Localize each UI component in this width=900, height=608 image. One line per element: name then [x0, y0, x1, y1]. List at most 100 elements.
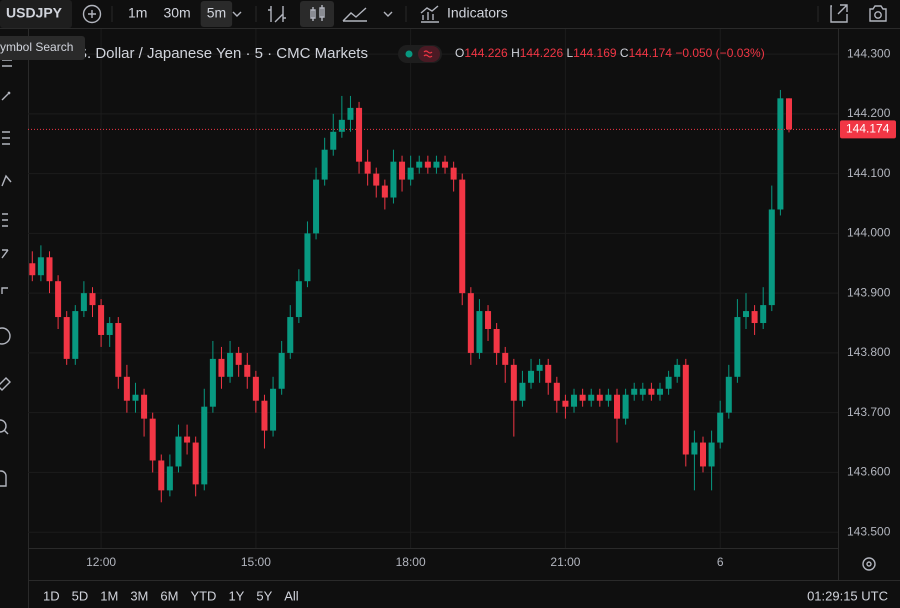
candle-body: [356, 107, 363, 162]
range-button[interactable]: 1M: [100, 588, 118, 603]
indicators-icon[interactable]: [420, 5, 439, 23]
candle-body: [287, 317, 294, 353]
interval-dropdown[interactable]: [232, 11, 242, 17]
interval-button[interactable]: 30m: [163, 5, 190, 21]
candle-body: [416, 161, 423, 168]
candle-body: [89, 293, 96, 306]
candle-body: [55, 281, 62, 318]
interval-button[interactable]: 5m: [207, 5, 226, 21]
y-tick-label: 143.500: [847, 524, 891, 538]
settings-icon[interactable]: [862, 557, 876, 571]
candle-body: [760, 305, 767, 324]
candle-body: [252, 376, 259, 401]
range-button[interactable]: 1D: [43, 588, 60, 603]
chart-type-dropdown[interactable]: [383, 11, 393, 17]
delay-icon: [423, 50, 433, 58]
range-group: 1D 5D 1M 3M 6M YTD 1Y 5Y All: [43, 588, 299, 603]
candle-body: [192, 442, 199, 485]
candle-body: [149, 418, 156, 461]
ohlc-value: 144.169: [573, 46, 617, 60]
candle-body: [751, 311, 758, 324]
last-price-label: 144.174: [846, 122, 890, 136]
y-tick-label: 144.200: [847, 106, 891, 120]
candle-body: [313, 179, 320, 234]
symbol-button[interactable]: [0, 0, 72, 28]
y-tick-label: 143.800: [847, 345, 891, 359]
clock: 01:29:15 UTC: [807, 588, 888, 603]
candle-body: [734, 317, 741, 377]
candle-body: [622, 394, 629, 419]
candle-body: [682, 364, 689, 455]
interval-button[interactable]: 1m: [128, 5, 147, 21]
candle-body: [596, 394, 603, 401]
candle-body: [166, 466, 173, 491]
y-tick-label: 144.000: [847, 226, 891, 240]
candle-body: [656, 388, 664, 395]
candle-body: [510, 364, 517, 401]
candle-body: [768, 209, 775, 306]
candle-body: [72, 311, 79, 359]
ohlc-label: L: [566, 46, 573, 60]
x-tick-label: 18:00: [396, 555, 426, 569]
candle-body: [184, 436, 191, 443]
bars-icon[interactable]: [268, 6, 286, 23]
candle-body: [295, 281, 302, 318]
candle-body: [321, 149, 328, 180]
indicators-button[interactable]: Indicators: [447, 5, 508, 21]
y-tick-label: 144.300: [847, 46, 891, 60]
candle-body: [725, 376, 732, 413]
add-symbol-icon[interactable]: [82, 4, 102, 24]
drawing-tools[interactable]: [0, 59, 12, 487]
candle-body: [459, 179, 466, 294]
y-tick-label: 143.900: [847, 285, 891, 299]
candle-body: [717, 412, 724, 443]
range-button[interactable]: 6M: [160, 588, 178, 603]
candle-body: [674, 364, 681, 377]
candle-body: [485, 311, 492, 330]
candle-body: [381, 185, 388, 198]
candle-body: [536, 364, 543, 371]
range-button[interactable]: 3M: [130, 588, 148, 603]
candle-body: [631, 388, 638, 395]
range-button[interactable]: YTD: [190, 588, 216, 603]
snapshot-icon[interactable]: [869, 5, 887, 22]
candle-body: [691, 442, 698, 455]
candle-body: [614, 394, 621, 419]
fullscreen-icon[interactable]: [830, 4, 848, 23]
ohlc-legend: O144.226 H144.226 L144.169 C144.174 −0.0…: [455, 46, 765, 60]
candle-body: [605, 394, 612, 401]
candle-body: [699, 442, 707, 467]
candle-body: [261, 400, 268, 431]
price-change: −0.050 (−0.03%): [675, 46, 764, 60]
candle-body: [132, 394, 139, 401]
symbol-name[interactable]: USDJPY: [6, 5, 63, 21]
interval-bg[interactable]: [200, 1, 233, 27]
market-open-dot: [405, 50, 413, 58]
candle-body: [579, 394, 586, 401]
gear-outer: [862, 557, 876, 571]
range-button[interactable]: 5D: [72, 588, 89, 603]
candle-body: [528, 370, 535, 383]
candle-body: [450, 167, 457, 180]
range-button[interactable]: 5Y: [256, 588, 272, 603]
candle-body: [708, 442, 715, 467]
range-button[interactable]: 1Y: [228, 588, 244, 603]
x-tick-label: 6: [717, 555, 724, 569]
candle-body: [562, 400, 569, 407]
candle-body: [80, 293, 87, 312]
last-price-tag: [840, 120, 896, 139]
candle-body: [347, 107, 354, 120]
candle-body: [519, 382, 526, 401]
candle-body: [364, 161, 371, 174]
y-tick-label: 143.600: [847, 465, 891, 479]
candle-body: [37, 257, 44, 276]
candle-body: [424, 161, 431, 168]
snapshot-lens: [874, 11, 882, 19]
interval-group: 1m 30m 5m: [128, 1, 233, 27]
candles-button[interactable]: [300, 1, 334, 27]
gear-inner: [866, 561, 872, 567]
candle-body: [270, 388, 277, 431]
area-icon[interactable]: [342, 7, 367, 22]
range-button[interactable]: All: [284, 588, 299, 603]
tooltip: [0, 36, 85, 60]
